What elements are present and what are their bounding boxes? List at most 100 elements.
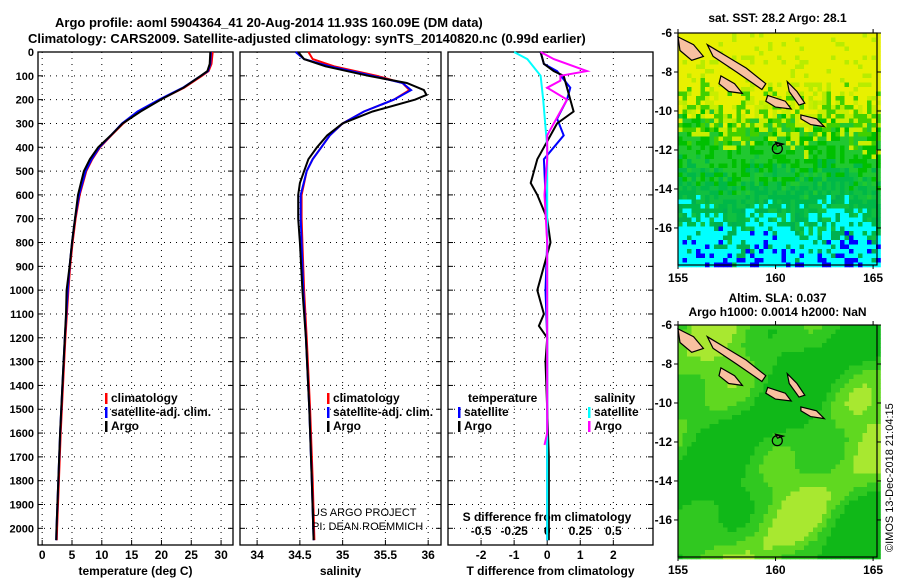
map-cell	[844, 518, 850, 524]
plot-frame	[447, 51, 654, 546]
map-cell	[741, 154, 746, 160]
map-cell	[763, 145, 769, 151]
map-cell	[808, 222, 814, 227]
map-cell	[862, 550, 868, 555]
map-cell	[849, 464, 854, 470]
map-cell	[790, 433, 796, 438]
map-cell	[858, 401, 863, 407]
map-cell	[763, 213, 769, 218]
map-cell	[678, 406, 683, 411]
map-cell	[768, 482, 773, 488]
map-cell	[799, 514, 805, 519]
map-cell	[750, 379, 755, 384]
map-cell	[808, 150, 814, 155]
map-cell	[714, 437, 719, 443]
map-cell	[844, 500, 850, 506]
map-cell	[696, 145, 701, 151]
map-cell	[705, 46, 710, 52]
map-cell	[862, 51, 868, 56]
map-cell	[862, 437, 868, 443]
map-cell	[736, 482, 742, 488]
map-cell	[777, 145, 782, 151]
map-cell	[804, 383, 809, 389]
map-cell	[750, 509, 755, 515]
map-cell	[678, 392, 683, 398]
map-cell	[745, 82, 751, 88]
map-cell	[696, 419, 701, 425]
map-cell	[858, 150, 863, 155]
map-cell	[714, 338, 719, 344]
map-cell	[682, 514, 688, 519]
map-cell	[790, 78, 796, 83]
legend-swatch	[588, 421, 591, 432]
map-cell	[687, 523, 692, 528]
map-cell	[750, 177, 755, 182]
map-cell	[867, 338, 872, 344]
map-cell	[709, 181, 715, 187]
map-cell	[804, 177, 809, 182]
map-cell	[700, 509, 706, 515]
map-cell	[813, 469, 818, 474]
map-cell	[849, 424, 854, 429]
map-cell	[831, 491, 836, 497]
map-cell	[745, 379, 751, 384]
map-cell	[853, 464, 859, 470]
map-cell	[817, 500, 823, 506]
map-cell	[678, 168, 683, 173]
map-cell	[772, 51, 778, 56]
map-cell	[736, 392, 742, 398]
map-cell	[835, 496, 841, 501]
map-cell	[826, 388, 832, 393]
map-cell	[691, 168, 697, 173]
map-cell	[777, 388, 782, 393]
map-cell	[727, 168, 733, 173]
y-tick-label: 1700	[10, 452, 34, 464]
map-cell	[732, 186, 737, 191]
map-cell	[687, 442, 692, 447]
map-cell	[876, 91, 881, 97]
map-cell	[876, 388, 881, 393]
map-cell	[831, 105, 836, 110]
map-cell	[750, 195, 755, 200]
map-cell	[876, 509, 881, 515]
map-cell	[817, 424, 823, 429]
map-cell	[817, 446, 823, 452]
map-cell	[799, 487, 805, 492]
map-cell	[732, 42, 737, 47]
map-cell	[844, 244, 850, 250]
map-cell	[813, 163, 818, 169]
map-cell	[777, 87, 782, 92]
map-cell	[826, 213, 832, 218]
map-cell	[795, 42, 800, 47]
map-cell	[826, 491, 832, 497]
map-cell	[759, 69, 764, 74]
map-cell	[709, 415, 715, 420]
map-cell	[732, 478, 737, 483]
x-tick-label: 15	[125, 548, 139, 562]
map-cell	[831, 532, 836, 537]
map-cell	[696, 235, 701, 241]
map-cell	[772, 199, 778, 205]
map-cell	[804, 87, 809, 92]
map-cell	[732, 91, 737, 97]
map-cell	[786, 37, 791, 43]
map-cell	[763, 356, 769, 362]
map-cell	[750, 514, 755, 519]
map-cell	[772, 433, 778, 438]
map-cell	[831, 356, 836, 362]
map-cell	[835, 51, 841, 56]
map-cell	[691, 437, 697, 443]
map-cell	[817, 118, 823, 124]
map-cell	[831, 365, 836, 371]
map-cell	[718, 132, 724, 137]
map-cell	[813, 541, 818, 546]
map-cell	[853, 231, 859, 236]
map-cell	[723, 451, 728, 456]
map-cell	[768, 410, 773, 416]
map-cell	[795, 231, 800, 236]
map-cell	[687, 473, 692, 479]
map-cell	[700, 73, 706, 79]
map-cell	[831, 469, 836, 474]
map-cell	[858, 163, 863, 169]
map-cell	[817, 78, 823, 83]
